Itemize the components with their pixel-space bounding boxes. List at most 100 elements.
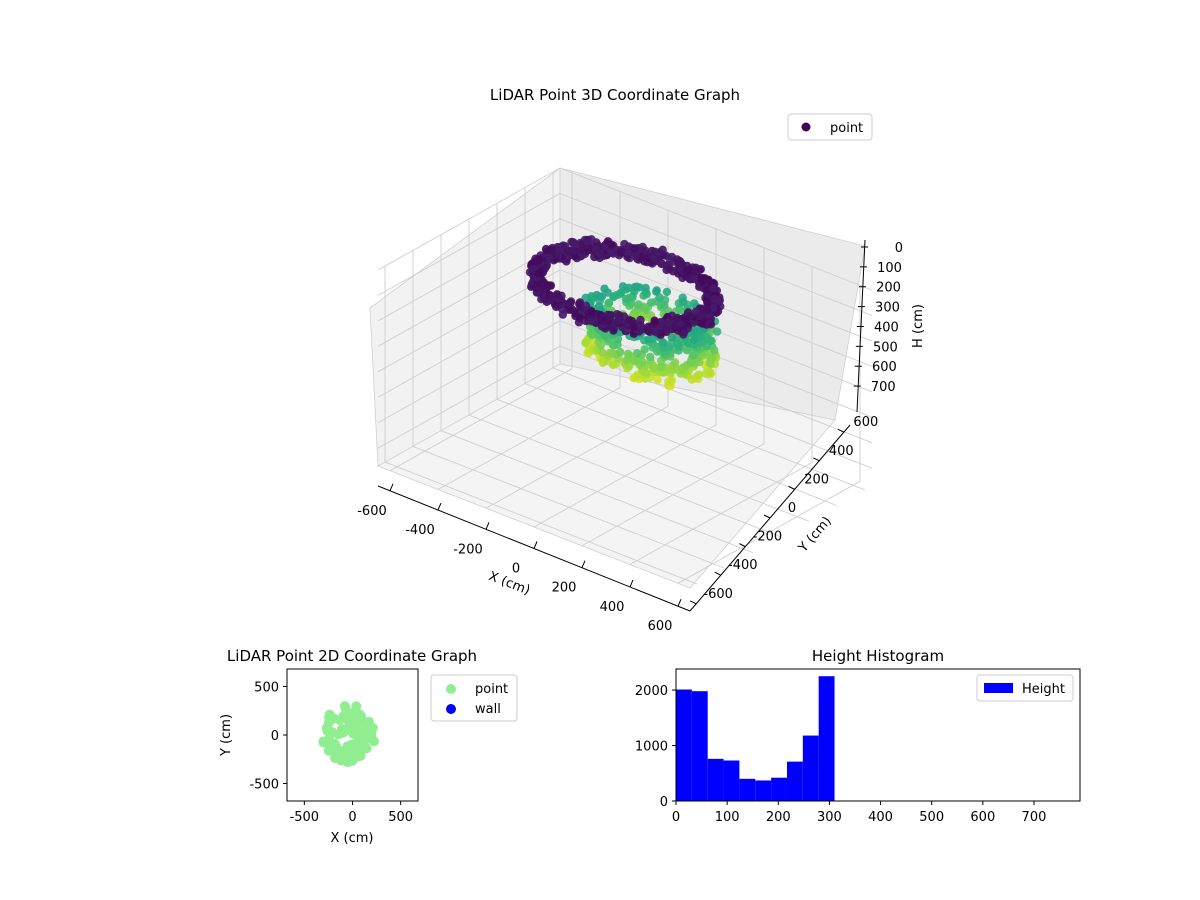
point-3d bbox=[704, 275, 713, 284]
point-3d bbox=[596, 341, 605, 350]
point-3d bbox=[682, 261, 692, 271]
point-3d bbox=[571, 240, 580, 249]
point-3d bbox=[653, 375, 662, 384]
point-3d bbox=[647, 298, 656, 307]
x-tick-label-histogram: 700 bbox=[1022, 810, 1047, 825]
point-3d bbox=[609, 360, 618, 370]
x-tick-label-3d: -200 bbox=[453, 542, 483, 557]
x-tick-label-3d: 400 bbox=[600, 600, 625, 615]
y-tick-label-3d: -400 bbox=[728, 558, 758, 573]
point-2d bbox=[318, 736, 329, 747]
point-3d bbox=[633, 349, 642, 358]
axes-frame-histogram bbox=[675, 668, 1081, 802]
histogram-bar bbox=[723, 760, 740, 801]
point-3d bbox=[689, 351, 698, 360]
chart-title-3d: LiDAR Point 3D Coordinate Graph bbox=[490, 86, 740, 104]
point-3d bbox=[656, 363, 665, 372]
legend-box-histogram bbox=[976, 674, 1074, 702]
y-tick-label-3d: 0 bbox=[788, 501, 796, 516]
point-2d bbox=[363, 716, 374, 727]
grid-line-z bbox=[377, 320, 873, 444]
point-3d bbox=[697, 318, 706, 327]
x-tick-label-2d: 500 bbox=[388, 810, 413, 825]
point-3d bbox=[564, 300, 574, 309]
y-tick-label-3d: 600 bbox=[853, 415, 878, 430]
point-3d bbox=[598, 348, 607, 357]
point-3d bbox=[673, 255, 682, 264]
legend-swatch-height bbox=[984, 683, 1013, 693]
y-axis-label-3d: Y (cm) bbox=[795, 514, 835, 556]
histogram-bar bbox=[755, 780, 772, 801]
legend-label-wall-2d: wall bbox=[475, 702, 501, 717]
x-axis-label-3d: X (cm) bbox=[486, 569, 532, 598]
point-3d bbox=[705, 367, 714, 377]
legend-box-3d bbox=[787, 113, 873, 141]
point-3d bbox=[665, 255, 675, 264]
x-tick-label-3d: 0 bbox=[512, 562, 520, 577]
x-tick-label-3d: 200 bbox=[552, 581, 577, 596]
x-tick-label-3d: 600 bbox=[648, 619, 673, 634]
point-3d bbox=[604, 298, 614, 308]
point-3d bbox=[681, 314, 690, 324]
grid-line-z bbox=[377, 345, 873, 469]
z-tick-label-3d: 500 bbox=[873, 340, 898, 355]
point-3d bbox=[708, 353, 717, 362]
y-tick-label-histogram: 0 bbox=[660, 795, 668, 810]
legend-histogram: Height bbox=[976, 674, 1074, 702]
y-tick-label-3d: -200 bbox=[753, 530, 783, 545]
point-3d bbox=[575, 298, 585, 307]
point-3d bbox=[682, 346, 691, 355]
grid-line-y bbox=[552, 171, 866, 491]
point-3d bbox=[641, 246, 650, 255]
x-tick-label-histogram: 400 bbox=[868, 810, 893, 825]
point-3d bbox=[686, 358, 695, 367]
point-3d bbox=[534, 269, 544, 278]
x-tick-label-histogram: 300 bbox=[817, 810, 842, 825]
point-3d bbox=[709, 303, 718, 312]
histogram-bar bbox=[786, 761, 803, 801]
point-3d bbox=[702, 305, 711, 314]
point-3d bbox=[535, 255, 544, 264]
point-3d bbox=[618, 282, 628, 291]
point-3d bbox=[603, 310, 613, 319]
point-3d bbox=[662, 287, 672, 297]
point-3d bbox=[621, 294, 631, 303]
point-3d bbox=[620, 239, 629, 249]
point-3d bbox=[597, 292, 607, 301]
point-2d bbox=[369, 736, 379, 747]
point-3d bbox=[600, 330, 609, 340]
grid-line-y bbox=[468, 219, 782, 538]
x-tick-label-3d: -400 bbox=[405, 523, 435, 538]
point-3d bbox=[582, 237, 591, 246]
point-3d bbox=[600, 284, 609, 293]
point-3d bbox=[627, 317, 637, 326]
point-3d bbox=[667, 333, 677, 342]
x-tick-3d bbox=[581, 560, 586, 568]
point-3d bbox=[616, 347, 625, 357]
chart-title-2d: LiDAR Point 2D Coordinate Graph bbox=[227, 647, 477, 665]
point-2d bbox=[341, 709, 351, 720]
point-3d bbox=[544, 281, 553, 290]
pane-floor bbox=[377, 363, 836, 589]
point-2d bbox=[334, 714, 345, 725]
plot-2d: LiDAR Point 2D Coordinate Graph -500 0 500… bbox=[219, 647, 518, 846]
point-2d bbox=[356, 733, 367, 744]
point-3d bbox=[636, 315, 645, 325]
grid-line-y bbox=[496, 203, 810, 522]
y-tick-label-2d: 0 bbox=[271, 729, 279, 744]
point-3d bbox=[664, 317, 673, 327]
point-2d bbox=[351, 740, 362, 751]
point-2d bbox=[326, 714, 337, 725]
point-3d bbox=[607, 240, 616, 249]
ticks-2d: -500 0 500 -500 0 500 bbox=[249, 680, 413, 825]
x-tick-label-3d: -600 bbox=[357, 504, 387, 519]
point-2d bbox=[335, 745, 346, 756]
point-3d bbox=[632, 282, 641, 291]
x-tick-label-2d: -500 bbox=[290, 810, 320, 825]
x-tick-3d bbox=[677, 598, 682, 607]
histogram-bars bbox=[676, 676, 835, 801]
grid-line-y bbox=[524, 187, 838, 507]
x-tick-label-histogram: 600 bbox=[970, 810, 995, 825]
z-axis-label-3d: H (cm) bbox=[911, 304, 926, 348]
point-2d bbox=[354, 709, 365, 720]
